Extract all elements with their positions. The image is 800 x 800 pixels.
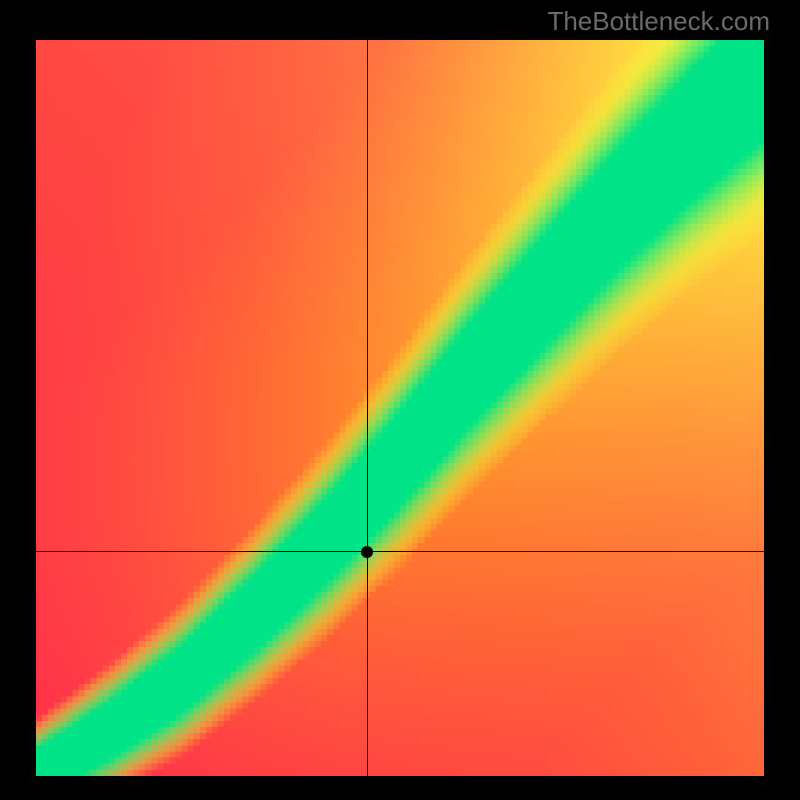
heatmap-canvas: [36, 40, 764, 776]
watermark-text: TheBottleneck.com: [547, 6, 770, 37]
crosshair-horizontal: [36, 551, 764, 552]
plot-area: [36, 40, 764, 776]
crosshair-marker: [361, 546, 373, 558]
crosshair-vertical: [367, 40, 368, 776]
chart-root: TheBottleneck.com: [0, 0, 800, 800]
